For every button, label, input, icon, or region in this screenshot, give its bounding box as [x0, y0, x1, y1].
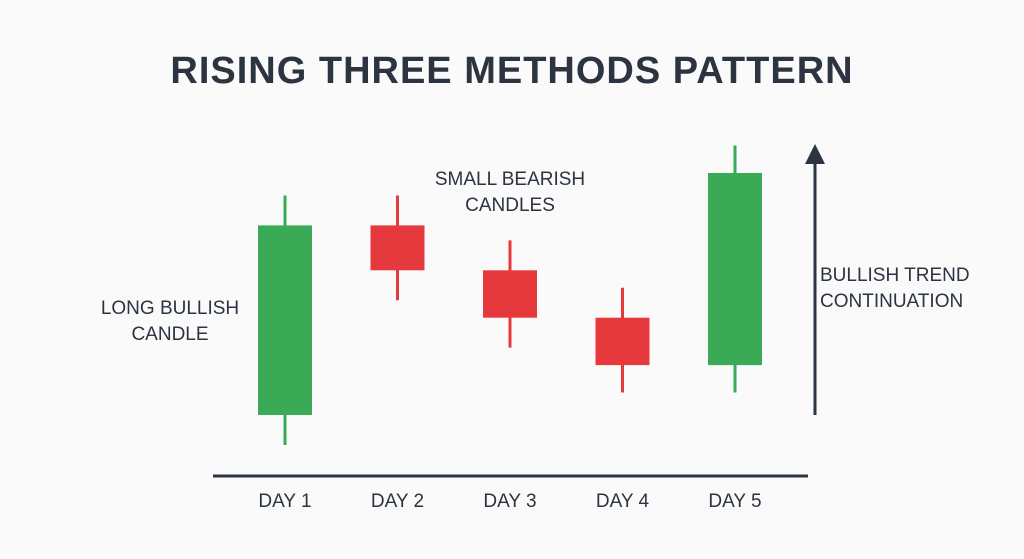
small-bearish-label-line-1: SMALL BEARISH: [434, 169, 586, 190]
candle-body-day-5: [708, 173, 762, 366]
candle-body-day-4: [595, 317, 650, 366]
candle-body-day-3: [483, 270, 537, 318]
trend-label-line-1: BULLISH TREND: [820, 265, 970, 286]
x-tick-labels: DAY 1 DAY 2 DAY 3 DAY 4 DAY 5: [258, 491, 761, 512]
trend-label-line-2: CONTINUATION: [820, 291, 964, 312]
small-bearish-label-line-2: CANDLES: [465, 195, 555, 216]
long-bullish-label-line-1: LONG BULLISH: [100, 298, 240, 319]
x-tick-label-day-1: DAY 1: [258, 491, 311, 512]
candles-group: [258, 145, 762, 445]
x-tick-label-day-2: DAY 2: [371, 491, 424, 512]
small-bearish-candles-label: SMALL BEARISH CANDLES: [415, 167, 605, 219]
bullish-trend-continuation-label: BULLISH TREND CONTINUATION: [820, 263, 995, 315]
candle-body-day-2: [370, 225, 425, 271]
x-tick-label-day-3: DAY 3: [483, 491, 536, 512]
chart-title: RISING THREE METHODS PATTERN: [170, 50, 854, 92]
long-bullish-candle-label: LONG BULLISH CANDLE: [85, 296, 255, 348]
trend-arrow: [805, 144, 825, 415]
candle-body-day-1: [258, 225, 312, 415]
x-tick-label-day-4: DAY 4: [596, 491, 650, 512]
long-bullish-label-line-2: CANDLE: [131, 324, 209, 345]
trend-arrow-head: [805, 144, 825, 164]
x-tick-label-day-5: DAY 5: [708, 491, 761, 512]
